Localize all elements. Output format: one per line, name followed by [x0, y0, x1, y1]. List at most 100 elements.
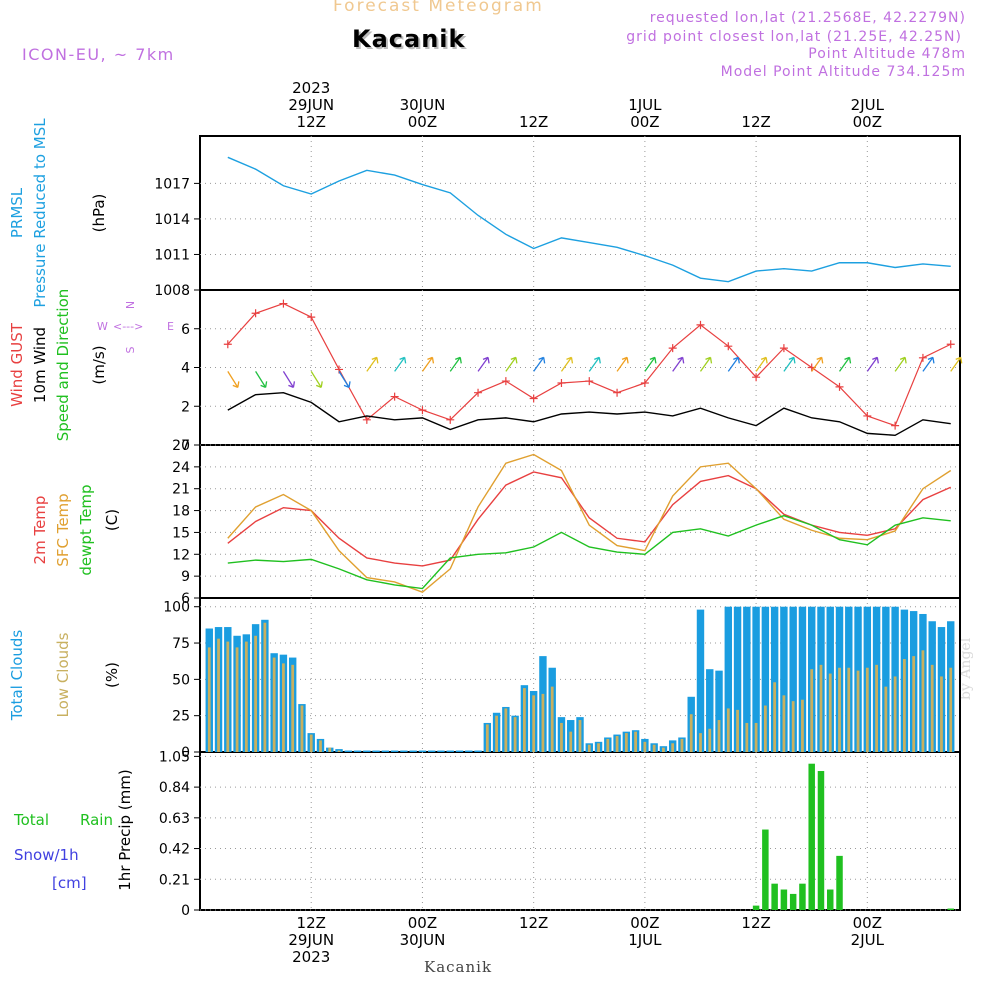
time-label-bottom: 2JUL: [851, 931, 885, 949]
low-cloud-bar: [532, 695, 536, 752]
low-cloud-bar: [875, 664, 878, 752]
time-label-top: 12Z: [297, 113, 326, 131]
wind-arrow-head: [844, 356, 852, 364]
time-label-top: 1JUL: [628, 96, 662, 114]
gust-marker: [307, 313, 316, 322]
pressure-line: [227, 156, 951, 283]
wind-arrow-head: [899, 356, 907, 364]
precip-tick-label: 0.84: [159, 780, 190, 796]
time-label-top: 12Z: [519, 113, 548, 131]
low-cloud-bar: [300, 705, 304, 752]
rain-bar: [827, 889, 834, 910]
low-cloud-bar: [856, 670, 860, 752]
wind-direction-arrow: [699, 356, 712, 372]
total-cloud-bar: [363, 750, 371, 752]
low-cloud-bar: [282, 663, 285, 752]
temp-tick-label: 24: [172, 460, 190, 476]
wind-arrow-head: [399, 356, 407, 364]
wind-arrow-head: [343, 381, 351, 388]
low-cloud-bar: [773, 682, 777, 752]
wind-arrow-head: [705, 356, 713, 364]
total-cloud-bar: [770, 606, 779, 752]
gust-marker: [501, 377, 510, 386]
rain-bar: [789, 893, 797, 910]
total-cloud-bar: [418, 750, 427, 752]
temp-unit: (C): [103, 509, 121, 531]
model-altitude: Model Point Altitude 734.125m: [720, 64, 966, 80]
wind-direction-arrow: [811, 356, 823, 372]
precip-tick-label: 0.21: [159, 872, 190, 888]
wind-tick-label: 0: [181, 438, 190, 454]
gust-marker: [613, 388, 622, 397]
gust-marker: [446, 415, 455, 424]
wind-arrow-head: [232, 381, 240, 388]
gust-marker: [668, 344, 677, 353]
total-cloud-bar: [724, 606, 732, 752]
wind-direction-arrow: [421, 356, 433, 372]
gust-marker: [529, 394, 538, 403]
temp-tick-label: 9: [181, 569, 190, 585]
pressure-label-long: Pressure Reduced to MSL: [31, 118, 49, 308]
time-label-top: 2023: [292, 79, 330, 97]
rain-bar: [817, 771, 825, 910]
precip-unit: 1hr Precip (mm): [116, 769, 134, 890]
low-cloud-bar: [513, 717, 517, 752]
total-label: Total: [13, 811, 49, 829]
low-cloud-bar: [699, 733, 702, 752]
wind-arrow-head: [816, 356, 824, 364]
low-cloud-bar: [680, 738, 684, 752]
total-cloud-bar: [372, 750, 380, 752]
gust-marker: [640, 379, 649, 387]
total-cloud-bar: [344, 750, 352, 752]
wind-arrow-head: [288, 381, 296, 388]
total-cloud-bar: [400, 750, 408, 752]
wind-arrow-head: [788, 356, 796, 364]
low-cloud-bar: [550, 686, 554, 752]
temp-tick-label: 21: [172, 482, 190, 498]
total-cloud-bar: [743, 606, 751, 752]
gust-marker: [474, 388, 483, 397]
compass-north: N: [124, 301, 137, 309]
wind-direction-arrow: [672, 356, 684, 372]
low-cloud-bar: [801, 699, 804, 752]
wind-line: [227, 391, 951, 437]
wind-arrow-head: [455, 356, 462, 364]
time-label-bottom: 1JUL: [628, 931, 662, 949]
wind-direction-arrow: [755, 356, 767, 372]
wind-direction-arrow: [533, 356, 545, 372]
low-cloud-bar: [884, 686, 888, 752]
gust-marker: [251, 309, 260, 318]
time-label-bottom: 12Z: [297, 914, 326, 932]
wind-direction-arrow: [255, 371, 267, 388]
low-cloud-bar: [763, 705, 767, 752]
wind-direction-arrow: [227, 371, 239, 388]
low-cloud-bar: [689, 714, 693, 752]
time-label-top: 12Z: [741, 113, 770, 131]
total-cloud-bar: [733, 606, 742, 752]
low-cloud-bar: [754, 722, 758, 752]
low-cloud-bar: [819, 664, 823, 752]
gust-marker: [835, 382, 844, 391]
pressure-unit: (hPa): [90, 194, 108, 233]
time-label-top: 30JUN: [400, 96, 446, 114]
time-label-top: 00Z: [630, 113, 659, 131]
snow-label: Snow/1h: [14, 846, 79, 864]
gust-marker: [557, 379, 566, 387]
wind-arrow-head: [482, 356, 490, 364]
gust-marker: [779, 344, 788, 353]
gust-marker: [279, 299, 288, 308]
gust-marker: [724, 342, 733, 351]
low-cloud-bar: [328, 747, 332, 752]
wind-dir-label: Speed and Direction: [54, 289, 72, 442]
time-label-bottom: 00Z: [853, 914, 882, 932]
total-cloud-bar: [446, 750, 454, 752]
rain-bar: [836, 855, 843, 910]
clouds-tick-label: 100: [163, 600, 190, 616]
low-cloud-bar: [736, 709, 739, 752]
temp-frame: [199, 444, 961, 599]
gust-marker: [585, 377, 594, 386]
low-cloud-bar: [578, 720, 582, 752]
low-cloud-bar: [560, 722, 563, 752]
wind-direction-arrow: [894, 356, 906, 372]
wind-arrow-head: [371, 356, 379, 364]
